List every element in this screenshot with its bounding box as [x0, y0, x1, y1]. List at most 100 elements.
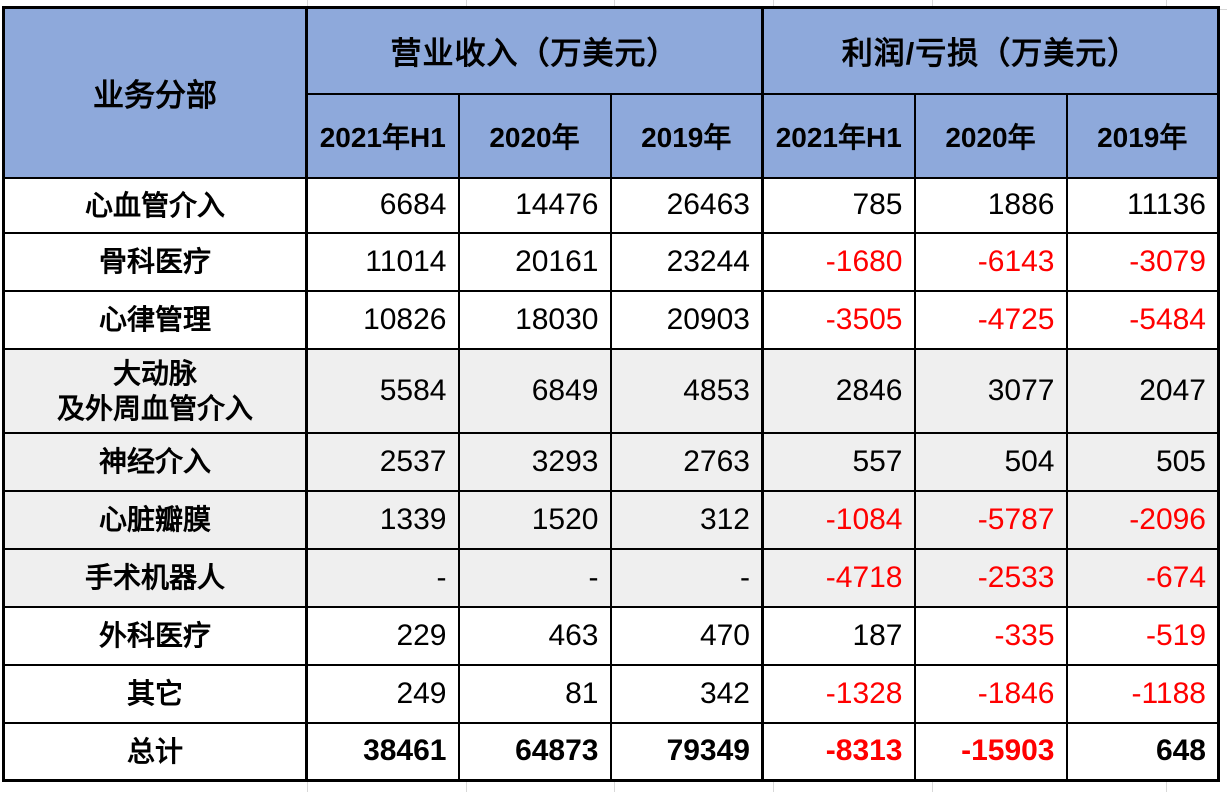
value-cell[interactable]: 785: [761, 176, 916, 234]
value-cell[interactable]: -5787: [913, 489, 1068, 550]
segment-financials-table: 业务分部 营业收入（万美元） 利润/亏损（万美元） 2021年H1 2020年 …: [2, 6, 1220, 782]
value-cell[interactable]: 342: [609, 663, 764, 724]
value-cell[interactable]: 20161: [457, 231, 612, 292]
revenue-2021h1-header-cell[interactable]: 2021年H1: [305, 92, 460, 179]
value-cell[interactable]: -335: [913, 605, 1068, 666]
value-cell[interactable]: 2763: [609, 431, 764, 492]
value-cell[interactable]: 3077: [913, 347, 1068, 434]
value-cell[interactable]: 504: [913, 431, 1068, 492]
value-cell[interactable]: -2096: [1065, 489, 1220, 550]
segment-cell[interactable]: 心脏瓣膜: [2, 489, 308, 550]
year-header-row: 2021年H1 2020年 2019年 2021年H1 2020年 2019年: [4, 92, 1220, 179]
value-cell[interactable]: 11014: [305, 231, 460, 292]
total-value-cell[interactable]: 64873: [457, 721, 612, 782]
revenue-2020-header-cell[interactable]: 2020年: [457, 92, 612, 179]
value-cell[interactable]: -5484: [1065, 289, 1220, 350]
segment-cell[interactable]: 外科医疗: [2, 605, 308, 666]
profit-2021h1-header-cell[interactable]: 2021年H1: [761, 92, 916, 179]
value-cell[interactable]: -4725: [913, 289, 1068, 350]
gridline: [932, 782, 933, 792]
total-value-cell[interactable]: -15903: [913, 721, 1068, 782]
segment-cell[interactable]: 心律管理: [2, 289, 308, 350]
value-cell[interactable]: -1846: [913, 663, 1068, 724]
value-cell[interactable]: 3293: [457, 431, 612, 492]
profit-2019-header-cell[interactable]: 2019年: [1065, 92, 1220, 179]
value-cell[interactable]: 2846: [761, 347, 916, 434]
gridline: [614, 782, 615, 792]
gridline: [307, 782, 308, 792]
gridline: [773, 0, 774, 7]
value-cell[interactable]: 312: [609, 489, 764, 550]
value-cell[interactable]: 229: [305, 605, 460, 666]
value-cell[interactable]: 470: [609, 605, 764, 666]
total-row: 总计 38461 64873 79349 -8313 -15903 648: [2, 721, 1220, 782]
gridline: [307, 0, 308, 7]
value-cell[interactable]: -: [457, 547, 612, 608]
gridline: [1219, 9, 1227, 10]
table-row: 外科医疗 229 463 470 187 -335 -519: [2, 605, 1220, 666]
value-cell[interactable]: -6143: [913, 231, 1068, 292]
table-row: 心脏瓣膜 1339 1520 312 -1084 -5787 -2096: [2, 489, 1220, 550]
value-cell[interactable]: 187: [761, 605, 916, 666]
profit-2020-header-cell[interactable]: 2020年: [913, 92, 1068, 179]
total-value-cell[interactable]: 648: [1065, 721, 1220, 782]
value-cell[interactable]: 5584: [305, 347, 460, 434]
value-cell[interactable]: 20903: [609, 289, 764, 350]
value-cell[interactable]: -1084: [761, 489, 916, 550]
value-cell[interactable]: -519: [1065, 605, 1220, 666]
group-header-row: 业务分部 营业收入（万美元） 利润/亏损（万美元）: [2, 6, 1220, 179]
gridline: [773, 782, 774, 792]
revenue-group-header-cell[interactable]: 营业收入（万美元）: [305, 6, 764, 95]
value-cell[interactable]: 2537: [305, 431, 460, 492]
total-value-cell[interactable]: 79349: [609, 721, 764, 782]
value-cell[interactable]: 23244: [609, 231, 764, 292]
value-cell[interactable]: -: [305, 547, 460, 608]
value-cell[interactable]: 81: [457, 663, 612, 724]
value-cell[interactable]: -1328: [761, 663, 916, 724]
value-cell[interactable]: -1680: [761, 231, 916, 292]
value-cell[interactable]: 1339: [305, 489, 460, 550]
gridline: [1166, 782, 1167, 792]
segment-cell[interactable]: 手术机器人: [2, 547, 308, 608]
value-cell[interactable]: 14476: [457, 176, 612, 234]
value-cell[interactable]: 6849: [457, 347, 612, 434]
value-cell[interactable]: 505: [1065, 431, 1220, 492]
table-row: 其它 249 81 342 -1328 -1846 -1188: [2, 663, 1220, 724]
total-label-cell[interactable]: 总计: [2, 721, 308, 782]
value-cell[interactable]: 1520: [457, 489, 612, 550]
value-cell[interactable]: 557: [761, 431, 916, 492]
total-value-cell[interactable]: -8313: [761, 721, 916, 782]
value-cell[interactable]: 463: [457, 605, 612, 666]
value-cell[interactable]: 18030: [457, 289, 612, 350]
segment-cell[interactable]: 其它: [2, 663, 308, 724]
value-cell[interactable]: 6684: [305, 176, 460, 234]
table-row: 骨科医疗 11014 20161 23244 -1680 -6143 -3079: [2, 231, 1220, 292]
corner-header-cell[interactable]: 业务分部: [2, 6, 308, 179]
gridline: [466, 782, 467, 792]
total-value-cell[interactable]: 38461: [305, 721, 460, 782]
value-cell[interactable]: 1886: [913, 176, 1068, 234]
value-cell[interactable]: -3505: [761, 289, 916, 350]
value-cell[interactable]: -2533: [913, 547, 1068, 608]
value-cell[interactable]: -3079: [1065, 231, 1220, 292]
value-cell[interactable]: 249: [305, 663, 460, 724]
value-cell[interactable]: 10826: [305, 289, 460, 350]
profit-group-header-cell[interactable]: 利润/亏损（万美元）: [761, 6, 1220, 95]
value-cell[interactable]: 11136: [1065, 176, 1220, 234]
value-cell[interactable]: 4853: [609, 347, 764, 434]
value-cell[interactable]: -: [609, 547, 764, 608]
gridline: [466, 0, 467, 7]
value-cell[interactable]: -674: [1065, 547, 1220, 608]
gridline: [1166, 0, 1167, 7]
value-cell[interactable]: 2047: [1065, 347, 1220, 434]
value-cell[interactable]: -4718: [761, 547, 916, 608]
value-cell[interactable]: 26463: [609, 176, 764, 234]
table-row: 手术机器人 - - - -4718 -2533 -674: [2, 547, 1220, 608]
revenue-2019-header-cell[interactable]: 2019年: [609, 92, 764, 179]
segment-cell[interactable]: 大动脉 及外周血管介入: [2, 347, 308, 434]
segment-cell[interactable]: 神经介入: [2, 431, 308, 492]
value-cell[interactable]: -1188: [1065, 663, 1220, 724]
segment-cell[interactable]: 骨科医疗: [2, 231, 308, 292]
segment-cell[interactable]: 心血管介入: [2, 176, 308, 234]
